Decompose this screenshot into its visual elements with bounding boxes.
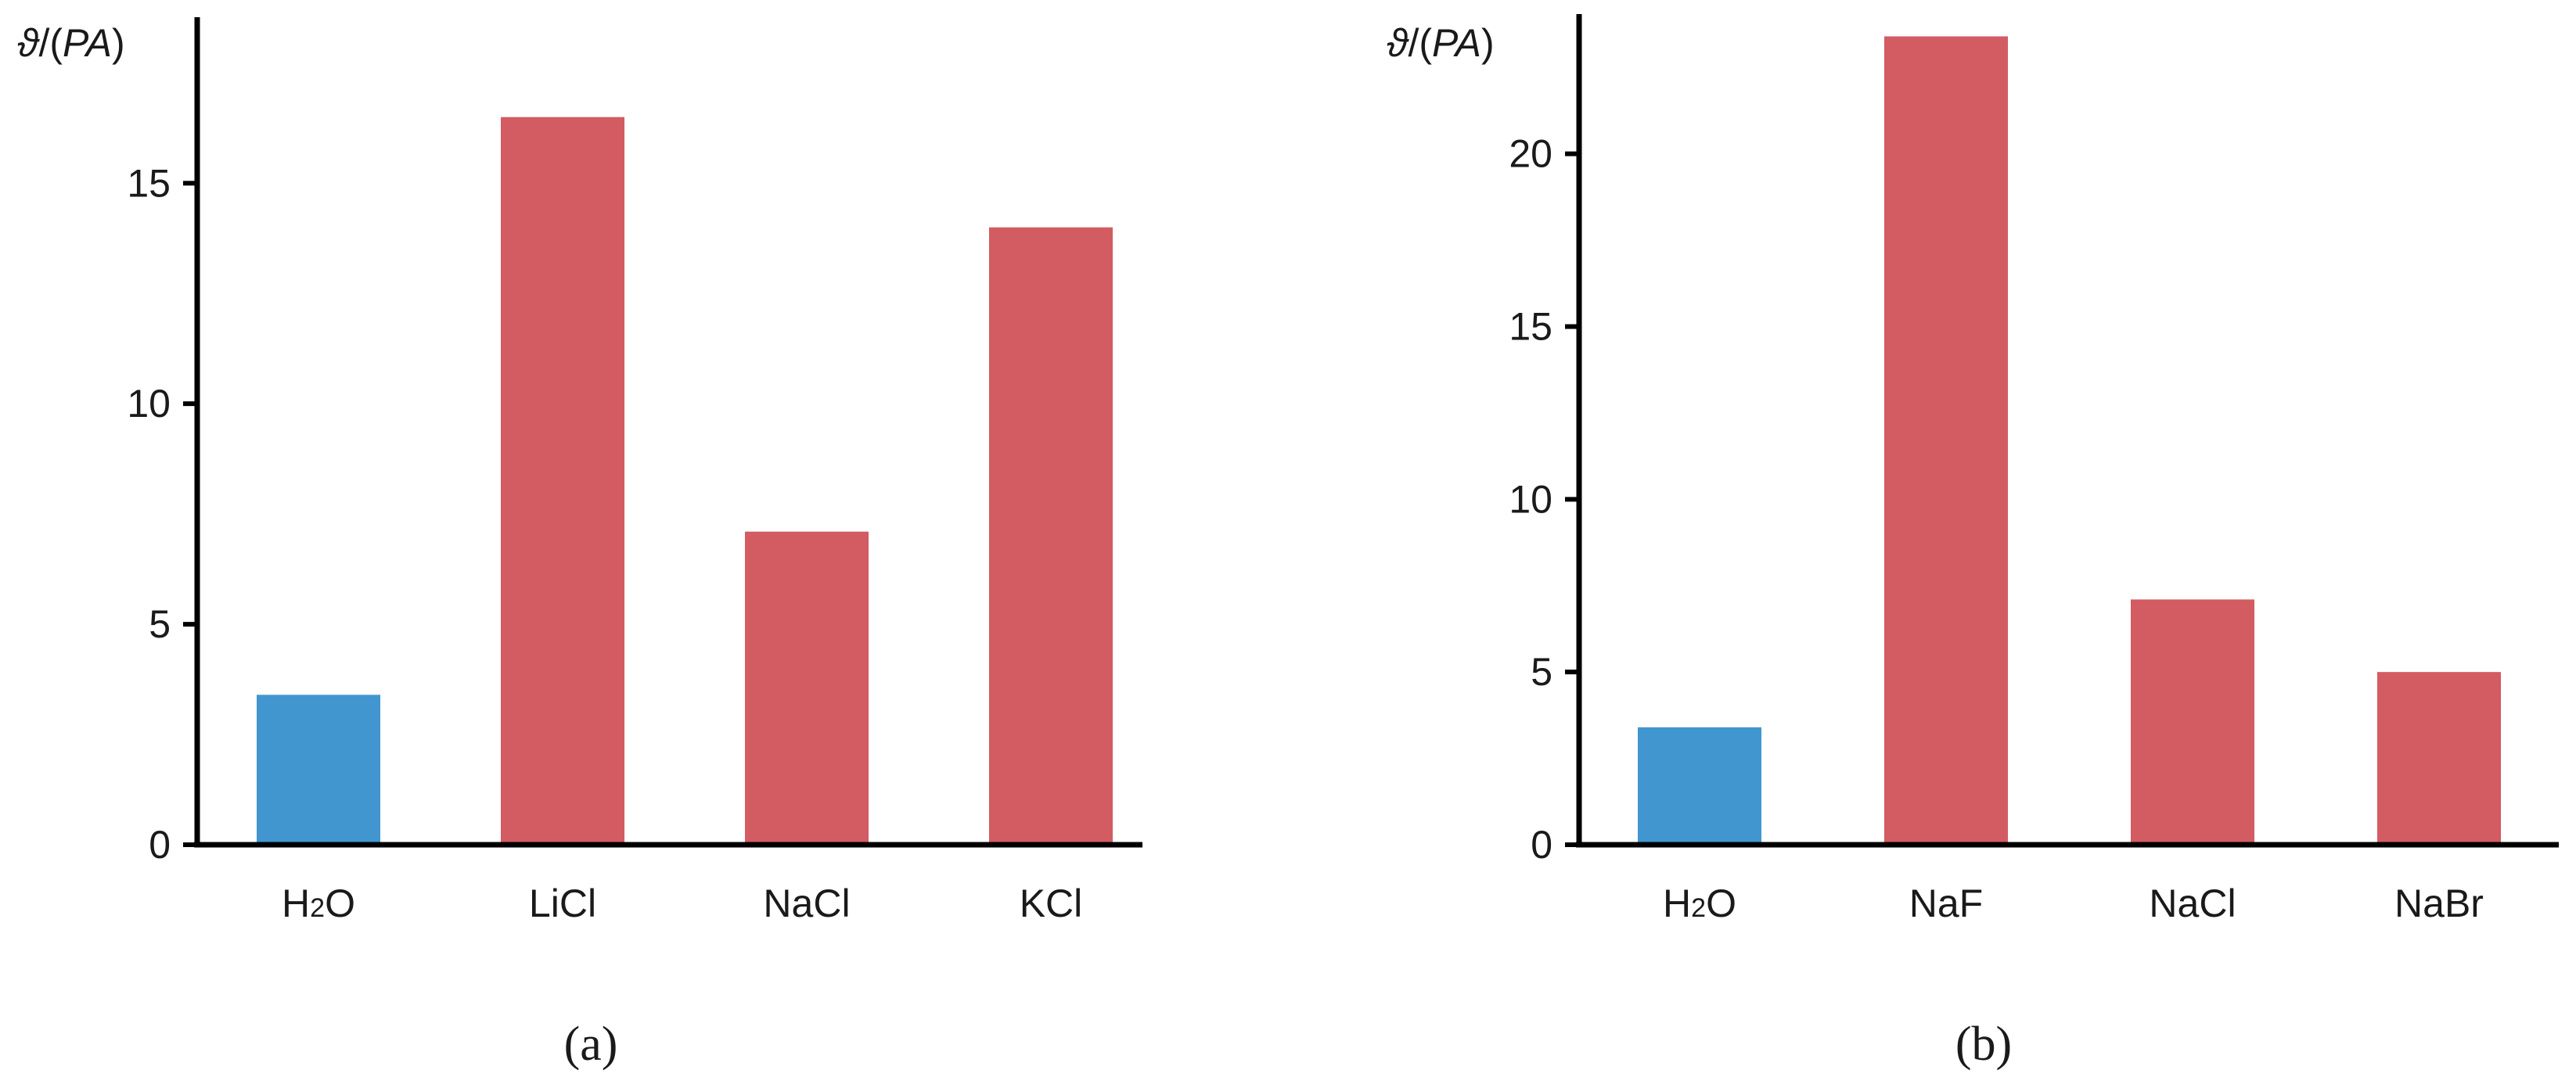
panel-a-y-tick-label: 10 bbox=[127, 382, 171, 426]
panel-a-x-tick-labels: H2O LiCl NaCl KCl bbox=[282, 882, 1082, 925]
panel-a-label: (a) bbox=[564, 1018, 618, 1071]
panel-b-y-tick-label: 20 bbox=[1509, 132, 1552, 176]
panel-a-bar-2 bbox=[745, 531, 869, 845]
panel-b-y-tick-label: 0 bbox=[1531, 823, 1552, 867]
panel-a-x-tick-label: H2O bbox=[282, 882, 355, 925]
panel-b-y-tick-label: 5 bbox=[1531, 650, 1552, 694]
panel-a-y-axis-label: ϑ/(PA) bbox=[17, 21, 125, 65]
panel-b-bar-0 bbox=[1638, 727, 1761, 845]
panel-b-y-tick-label: 10 bbox=[1509, 477, 1552, 521]
panel-b-label: (b) bbox=[1955, 1018, 2012, 1071]
panel-b-y-axis-label: ϑ/(PA) bbox=[1387, 21, 1495, 65]
panel-b-bar-1 bbox=[1884, 36, 2008, 845]
panel-b-bars bbox=[1638, 36, 2501, 845]
panel-b-y-ticks: 0 5 10 15 20 bbox=[1509, 132, 1579, 867]
panel-a-x-tick-label: KCl bbox=[1020, 882, 1083, 925]
panel-a-bar-3 bbox=[989, 227, 1113, 845]
panel-a: ϑ/(PA) 0 5 10 15 H2O LiCl NaCl KCl (a) bbox=[17, 17, 1142, 1071]
panel-a-y-ticks: 0 5 10 15 bbox=[127, 161, 197, 867]
panel-a-bar-1 bbox=[501, 117, 624, 845]
panel-b-x-tick-label: NaF bbox=[1909, 882, 1983, 925]
panel-b-bar-2 bbox=[2131, 599, 2254, 845]
panel-b-bar-3 bbox=[2377, 672, 2501, 845]
panel-b-x-tick-label: NaCl bbox=[2149, 882, 2236, 925]
panel-a-y-tick-label: 0 bbox=[149, 823, 171, 867]
panel-a-bar-0 bbox=[257, 695, 380, 845]
panel-a-x-tick-label: NaCl bbox=[763, 882, 850, 925]
panel-b-x-tick-label: NaBr bbox=[2394, 882, 2484, 925]
panel-b-x-tick-labels: H2O NaF NaCl NaBr bbox=[1663, 882, 2484, 925]
panel-a-bars bbox=[257, 117, 1113, 845]
panel-b-x-tick-label: H2O bbox=[1663, 882, 1736, 925]
panel-b-y-tick-label: 15 bbox=[1509, 305, 1552, 349]
panel-a-x-tick-label: LiCl bbox=[529, 882, 596, 925]
panel-a-y-tick-label: 15 bbox=[127, 161, 171, 205]
panel-b: ϑ/(PA) 0 5 10 15 20 H2O NaF NaCl NaBr (b) bbox=[1387, 14, 2559, 1071]
panel-a-y-tick-label: 5 bbox=[149, 602, 171, 646]
